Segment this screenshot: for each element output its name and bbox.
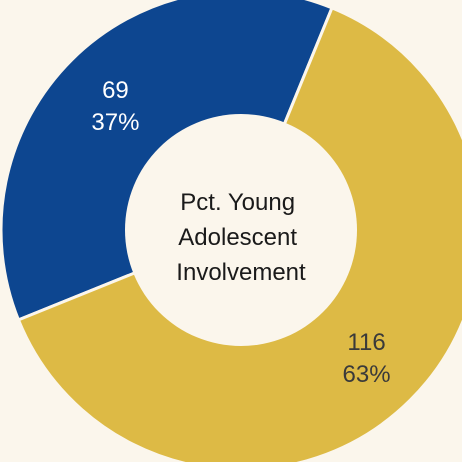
slice-percent-label-0: 37% xyxy=(91,109,139,136)
slice-percent-label-1: 63% xyxy=(343,361,391,388)
center-label-line-3: Involvement xyxy=(176,259,306,286)
center-label-line-2: Adolescent xyxy=(178,224,297,251)
center-label: Pct. Young Adolescent Involvement xyxy=(176,189,306,286)
center-label-line-1: Pct. Young xyxy=(180,189,295,216)
slice-value-label-1: 116 xyxy=(347,329,385,356)
slice-value-label-0: 69 xyxy=(102,77,129,104)
